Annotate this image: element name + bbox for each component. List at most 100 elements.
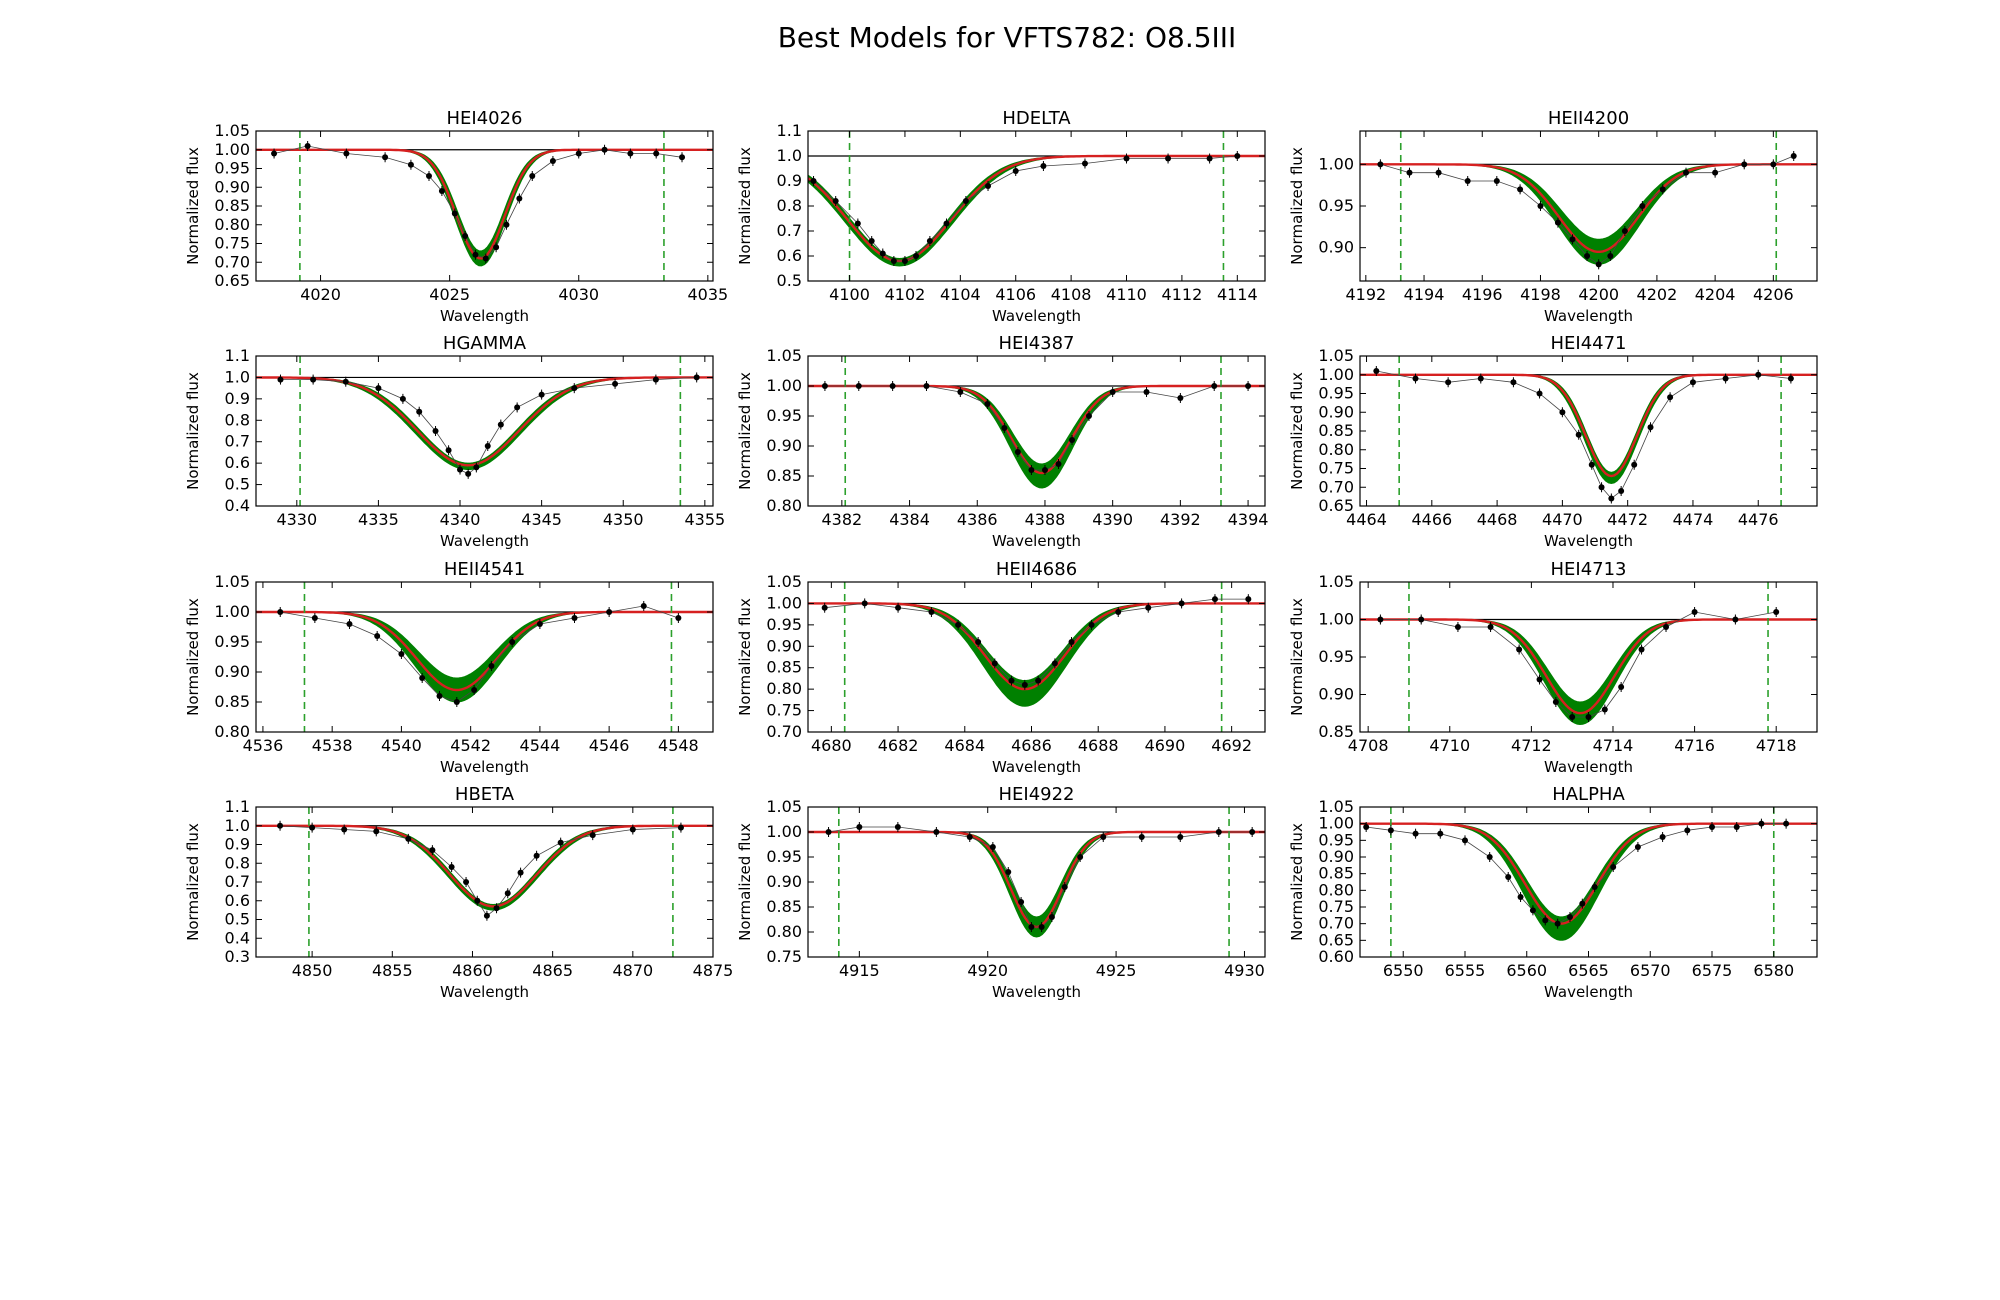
data-point	[471, 687, 478, 693]
data-point	[589, 832, 596, 839]
subplot-title: HEII4686	[996, 559, 1077, 580]
data-point	[432, 428, 439, 434]
model-band	[256, 825, 713, 911]
data-point	[1598, 484, 1605, 491]
y-tick-label: 0.9	[777, 171, 802, 190]
y-tick-label: 0.90	[1318, 402, 1354, 421]
data-point	[557, 839, 564, 846]
plot-area	[808, 131, 1265, 281]
x-tick-label: 4536	[243, 736, 284, 755]
data-point	[1377, 161, 1384, 168]
y-tick-label: 1.00	[1318, 814, 1354, 833]
x-tick-label: 6570	[1630, 961, 1671, 980]
data-point	[1406, 169, 1413, 176]
y-tick-label: 1.0	[225, 816, 250, 835]
data-trace	[280, 605, 679, 703]
subplot-title: HEI4922	[998, 784, 1074, 805]
data-point	[457, 466, 464, 473]
y-tick-label: 0.85	[214, 196, 250, 215]
data-point	[529, 173, 536, 179]
x-tick-label: 4476	[1738, 510, 1779, 529]
y-axis-label: Normalized flux	[736, 147, 754, 265]
data-point	[310, 376, 317, 383]
best-model-line	[256, 824, 713, 908]
y-axis-label: Normalized flux	[1288, 147, 1306, 265]
subplot-title: HEI4713	[1550, 559, 1626, 580]
y-tick-label: 0.9	[225, 389, 250, 408]
x-tick-label: 4355	[684, 510, 725, 529]
best-model-line	[808, 384, 1265, 475]
x-tick-label: 4100	[829, 285, 870, 304]
y-tick-label: 0.70	[1318, 477, 1354, 496]
data-point	[1529, 907, 1536, 914]
data-trace	[274, 145, 683, 259]
x-tick-label: 4850	[292, 961, 333, 980]
data-point	[1143, 389, 1150, 395]
data-point	[1437, 830, 1444, 837]
x-tick-label: 4206	[1753, 285, 1794, 304]
data-trace	[280, 825, 681, 917]
plot-area	[808, 807, 1265, 957]
y-tick-label: 0.4	[225, 496, 250, 515]
data-point	[1638, 646, 1645, 653]
y-tick-label: 0.8	[225, 853, 250, 872]
data-point	[504, 890, 511, 897]
y-tick-label: 0.4	[225, 928, 250, 947]
data-point	[517, 869, 524, 876]
model-band	[256, 149, 713, 267]
subplot-title: HEII4200	[1548, 108, 1629, 129]
data-point	[571, 385, 578, 392]
data-point	[1454, 624, 1461, 630]
data-point	[926, 238, 933, 244]
data-point	[1536, 390, 1543, 397]
data-point	[1569, 236, 1576, 243]
x-tick-label: 4198	[1520, 285, 1561, 304]
data-point	[533, 852, 540, 859]
best-model-line	[1360, 822, 1817, 925]
data-point	[1177, 834, 1184, 840]
data-point	[1554, 920, 1561, 927]
data-point	[933, 829, 940, 835]
data-point	[1683, 169, 1690, 176]
data-point	[1069, 437, 1076, 443]
subplot-heii4200: 4192 4194 4196 4198 4200 4202 4204 4206 0.90 0.95…	[1288, 108, 1818, 325]
data-point	[453, 699, 460, 705]
subplot-title: HEI4471	[1550, 333, 1626, 354]
data-point	[1008, 677, 1015, 684]
data-point	[343, 150, 350, 157]
data-point	[1115, 609, 1122, 615]
best-model-line	[256, 376, 713, 467]
data-point	[901, 258, 908, 264]
data-point	[955, 621, 962, 628]
x-tick-label: 4194	[1404, 285, 1445, 304]
y-tick-label: 0.80	[1318, 440, 1354, 459]
data-point	[277, 609, 284, 615]
x-tick-label: 4035	[687, 285, 728, 304]
y-tick-label: 0.65	[1318, 930, 1354, 949]
data-point	[346, 621, 353, 627]
x-tick-label: 4712	[1511, 736, 1552, 755]
data-point	[1387, 827, 1394, 834]
y-tick-label: 1.1	[225, 797, 250, 816]
data-point	[1100, 834, 1107, 840]
x-tick-label: 4464	[1346, 510, 1387, 529]
data-point	[1741, 161, 1748, 168]
y-tick-label: 0.90	[214, 662, 250, 681]
data-point	[1245, 596, 1252, 603]
x-tick-label: 4546	[589, 736, 630, 755]
y-tick-label: 0.90	[766, 436, 802, 455]
data-point	[373, 828, 380, 835]
data-point	[1689, 379, 1696, 386]
x-tick-label: 4688	[1078, 736, 1119, 755]
x-tick-label: 4915	[839, 961, 880, 980]
data-point	[923, 383, 930, 389]
x-tick-label: 4930	[1224, 961, 1265, 980]
x-tick-label: 4920	[967, 961, 1008, 980]
x-tick-label: 4108	[1051, 285, 1092, 304]
x-tick-label: 4202	[1637, 285, 1678, 304]
subplot-hei4387: 4382 4384 4386 4388 4390 4392 4394 0.80 0.85 0.90…	[736, 333, 1268, 550]
y-tick-label: 0.85	[214, 692, 250, 711]
data-point	[514, 404, 521, 411]
data-point	[1051, 660, 1058, 667]
